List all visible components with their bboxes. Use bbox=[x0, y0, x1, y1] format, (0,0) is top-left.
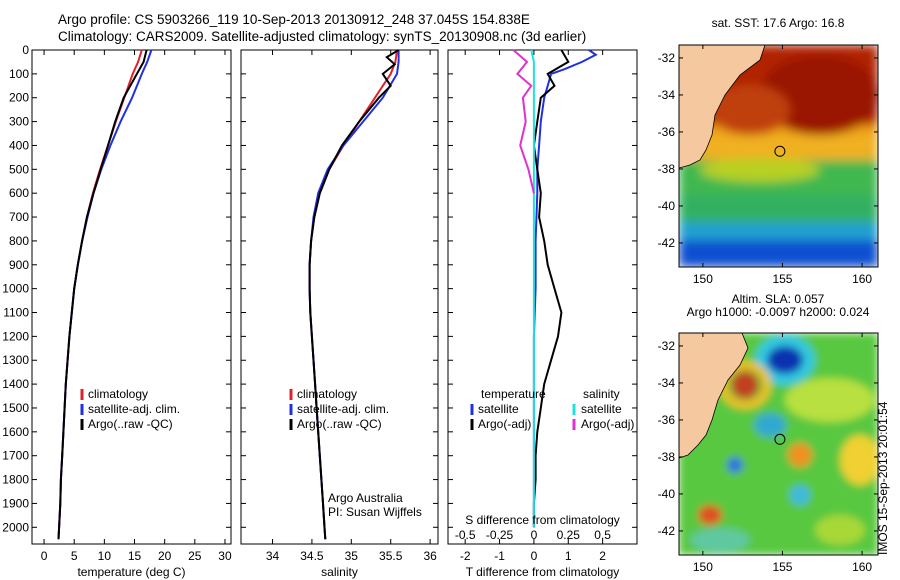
sla-map-ytick-label: -42 bbox=[658, 524, 676, 538]
temperature-series-argorawqc bbox=[57, 49, 148, 540]
depth-tick-label: 1400 bbox=[2, 377, 29, 391]
sst-map-ytick-label: -42 bbox=[658, 236, 676, 250]
salinity-xtick-label: 34.5 bbox=[300, 549, 324, 563]
diff-s-tick-label: 0 bbox=[531, 528, 538, 542]
diff-s-tick-label: 0.5 bbox=[594, 528, 611, 542]
sst-map-ytick-label: -40 bbox=[658, 199, 676, 213]
depth-tick-label: 200 bbox=[9, 91, 29, 105]
temperature-xtick-label: 5 bbox=[71, 549, 78, 563]
sla-map-title: Altim. SLA: 0.057 bbox=[732, 292, 825, 306]
difference-xtick-label: 1 bbox=[565, 549, 572, 563]
temperature-xtick-label: 20 bbox=[158, 549, 172, 563]
difference-xtick-label: 2 bbox=[599, 549, 606, 563]
diff-legend-t-label: temperature bbox=[481, 387, 546, 401]
depth-tick-label: 1900 bbox=[2, 496, 29, 510]
temperature-xtick-label: 25 bbox=[188, 549, 202, 563]
difference-series-satellite-S bbox=[530, 49, 535, 528]
sst-map-ytick-label: -36 bbox=[658, 125, 676, 139]
depth-tick-label: 1100 bbox=[3, 306, 29, 320]
diff-legend-t-label: Argo(-adj) bbox=[478, 417, 531, 431]
difference-xtick-label: -1 bbox=[494, 549, 505, 563]
sst-map-xtick-label: 150 bbox=[693, 272, 713, 286]
salinity-xtick-label: 35 bbox=[345, 549, 359, 563]
sst-map-ytick-label: -38 bbox=[658, 162, 676, 176]
sst-map-frame bbox=[678, 44, 879, 268]
depth-tick-label: 1500 bbox=[2, 401, 29, 415]
temperature-axes-frame bbox=[31, 49, 232, 545]
temperature-legend-label: climatology bbox=[88, 387, 148, 401]
diff-s-tick-label: -0.5 bbox=[455, 528, 476, 542]
temperature-legend-label: Argo(..raw -QC) bbox=[88, 417, 173, 431]
temperature-xtick-label: 0 bbox=[41, 549, 48, 563]
depth-tick-label: 2000 bbox=[2, 520, 29, 534]
difference-series-argoadj-T bbox=[532, 49, 570, 528]
climatology-title: Climatology: CARS2009. Satellite-adjuste… bbox=[58, 29, 587, 44]
sst-map-ytick-label: -34 bbox=[658, 88, 676, 102]
diff-legend-s-label: salinity bbox=[583, 387, 620, 401]
diff-s-xlabel: S difference from climatology bbox=[465, 513, 620, 527]
sla-map-xtick-label: 150 bbox=[693, 560, 713, 574]
depth-tick-label: 1700 bbox=[2, 449, 29, 463]
difference-series-argoadj-S bbox=[512, 49, 535, 194]
salinity-annotation: Argo Australia bbox=[328, 491, 403, 505]
sla-map-xtick-label: 160 bbox=[852, 560, 872, 574]
sla-map-xtick-label: 155 bbox=[772, 560, 792, 574]
sst-map-argo-marker bbox=[774, 145, 786, 157]
difference-xlabel: T difference from climatology bbox=[466, 565, 620, 579]
depth-tick-label: 100 bbox=[9, 67, 29, 81]
depth-tick-label: 1800 bbox=[2, 473, 29, 487]
sla-map-frame bbox=[678, 332, 879, 556]
sst-map-title: sat. SST: 17.6 Argo: 16.8 bbox=[712, 16, 845, 30]
salinity-xtick-label: 35.5 bbox=[379, 549, 403, 563]
depth-tick-label: 1000 bbox=[2, 282, 29, 296]
difference-xtick-label: -2 bbox=[460, 549, 471, 563]
diff-legend-s-label: satellite bbox=[581, 402, 622, 416]
difference-xtick-label: 0 bbox=[531, 549, 538, 563]
sla-map-ytick-label: -32 bbox=[658, 339, 676, 353]
salinity-xtick-label: 34 bbox=[266, 549, 280, 563]
depth-tick-label: 300 bbox=[9, 115, 29, 129]
salinity-series-argorawqc bbox=[308, 49, 400, 540]
sst-map-ytick-label: -32 bbox=[658, 51, 676, 65]
salinity-annotation: PI: Susan Wijffels bbox=[328, 505, 422, 519]
salinity-xtick-label: 36 bbox=[423, 549, 437, 563]
salinity-axes-frame bbox=[240, 49, 439, 545]
depth-tick-label: 700 bbox=[9, 210, 29, 224]
imos-timestamp: IMOS 15-Sep-2013 20:01:54 bbox=[876, 401, 890, 555]
temperature-xlabel: temperature (deg C) bbox=[77, 565, 185, 579]
depth-tick-label: 1300 bbox=[2, 353, 29, 367]
salinity-legend-label: satellite-adj. clim. bbox=[297, 402, 389, 416]
sla-map-ytick-label: -38 bbox=[658, 450, 676, 464]
salinity-legend-label: Argo(..raw -QC) bbox=[297, 417, 382, 431]
sst-map-xtick-label: 160 bbox=[852, 272, 872, 286]
diff-legend-t-label: satellite bbox=[478, 402, 519, 416]
sla-map-ytick-label: -34 bbox=[658, 376, 676, 390]
depth-tick-label: 800 bbox=[9, 234, 29, 248]
sla-map-ytick-label: -36 bbox=[658, 413, 676, 427]
depth-tick-label: 900 bbox=[9, 258, 29, 272]
sla-map-subtitle: Argo h1000: -0.0097 h2000: 0.024 bbox=[687, 305, 870, 319]
sst-map-field bbox=[679, 45, 878, 267]
salinity-legend-label: climatology bbox=[297, 387, 357, 401]
depth-tick-label: 600 bbox=[9, 186, 29, 200]
depth-tick-label: 1200 bbox=[2, 329, 29, 343]
temperature-xtick-label: 30 bbox=[218, 549, 232, 563]
depth-tick-label: 500 bbox=[9, 162, 29, 176]
depth-tick-label: 400 bbox=[9, 138, 29, 152]
diff-s-tick-label: 0.25 bbox=[557, 528, 581, 542]
depth-tick-label: 1600 bbox=[2, 425, 29, 439]
temperature-xtick-label: 15 bbox=[128, 549, 142, 563]
difference-axes-frame bbox=[447, 49, 638, 545]
sst-map-xtick-label: 155 bbox=[772, 272, 792, 286]
depth-tick-label: 0 bbox=[22, 43, 29, 57]
temperature-xtick-label: 10 bbox=[98, 549, 112, 563]
diff-s-tick-label: -0.25 bbox=[486, 528, 514, 542]
temperature-legend-label: satellite-adj. clim. bbox=[88, 402, 180, 416]
salinity-xlabel: salinity bbox=[321, 565, 358, 579]
sla-map-argo-marker bbox=[774, 433, 786, 445]
sla-map-ytick-label: -40 bbox=[658, 487, 676, 501]
diff-legend-s-label: Argo(-adj) bbox=[581, 417, 634, 431]
profile-title: Argo profile: CS 5903266_119 10-Sep-2013… bbox=[58, 12, 530, 27]
